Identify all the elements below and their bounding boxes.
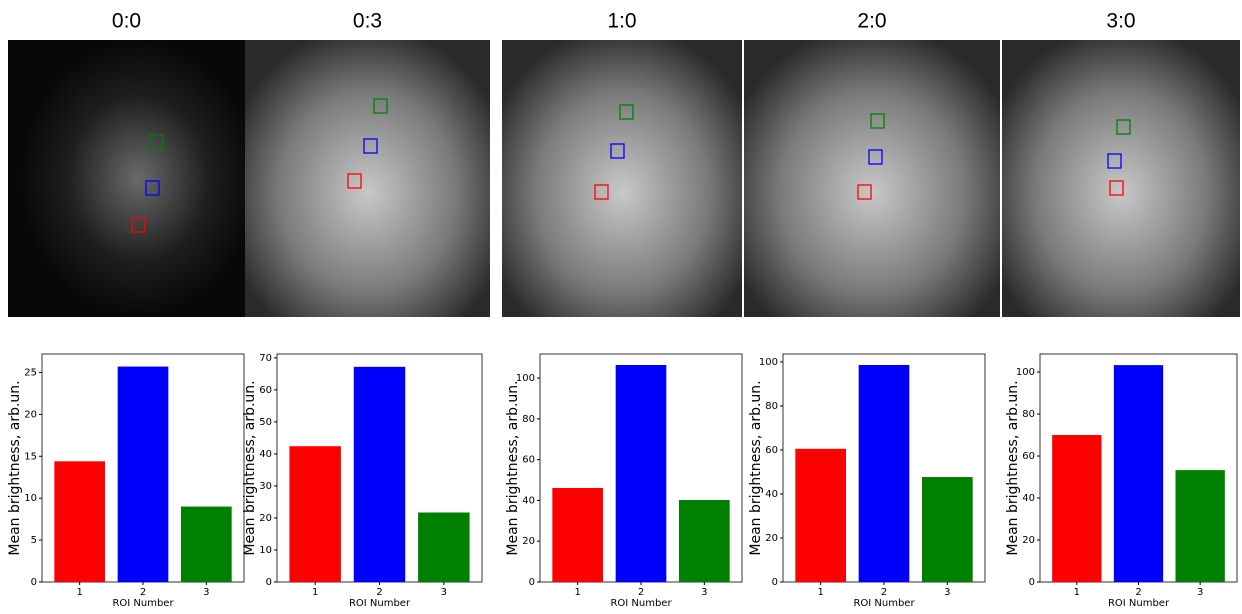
- panel-title: 3:0: [1106, 10, 1135, 33]
- y-tick-label: 20: [259, 513, 272, 524]
- y-tick-label: 20: [24, 409, 37, 420]
- bar: [117, 366, 169, 582]
- y-tick-label: 10: [259, 545, 272, 556]
- y-tick-label: 40: [1022, 493, 1035, 504]
- bar: [289, 446, 341, 582]
- y-tick-label: 60: [522, 455, 535, 466]
- bar: [1052, 435, 1102, 582]
- panel-title: 1:0: [607, 10, 636, 33]
- x-axis-label: ROI Number: [610, 598, 672, 609]
- x-tick-label: 3: [203, 587, 209, 598]
- roi-box: [610, 143, 625, 159]
- bar: [615, 365, 667, 582]
- y-tick-label: 5: [31, 535, 37, 546]
- bar: [795, 448, 846, 582]
- roi-box: [868, 149, 883, 165]
- panel-title: 0:0: [112, 10, 141, 33]
- bar: [418, 512, 470, 582]
- roi-box: [1109, 180, 1124, 196]
- x-tick-label: 1: [817, 587, 823, 598]
- roi-box: [594, 184, 609, 200]
- bar: [1113, 365, 1164, 582]
- bar: [353, 366, 406, 582]
- y-tick-label: 60: [765, 445, 778, 456]
- microscopy-image: [502, 40, 742, 317]
- bar: [858, 365, 910, 582]
- y-axis-label: Mean brightness, arb.un.: [242, 380, 258, 555]
- bar: [679, 500, 730, 582]
- x-tick-label: 1: [574, 587, 580, 598]
- y-tick-label: 20: [765, 533, 778, 544]
- y-tick-label: 25: [24, 367, 37, 378]
- microscopy-image: [8, 40, 245, 317]
- y-tick-label: 100: [1016, 367, 1035, 378]
- y-axis-label: Mean brightness, arb.un.: [505, 380, 521, 555]
- y-tick-label: 80: [765, 401, 778, 412]
- microscopy-image: [1002, 40, 1240, 317]
- roi-box: [131, 217, 146, 233]
- x-tick-label: 3: [701, 587, 707, 598]
- y-tick-label: 0: [772, 577, 778, 588]
- y-tick-label: 70: [259, 353, 272, 364]
- y-tick-label: 80: [522, 414, 535, 425]
- y-tick-label: 15: [24, 451, 37, 462]
- microscopy-image: [245, 40, 490, 317]
- y-tick-label: 60: [1022, 451, 1035, 462]
- bar: [181, 506, 232, 582]
- roi-box: [149, 134, 164, 150]
- x-tick-label: 3: [441, 587, 447, 598]
- x-axis-label: ROI Number: [853, 598, 915, 609]
- y-tick-label: 50: [259, 417, 272, 428]
- y-tick-label: 0: [1029, 577, 1035, 588]
- bar: [922, 477, 973, 582]
- x-axis-label: ROI Number: [1108, 598, 1170, 609]
- y-axis-label: Mean brightness, arb.un.: [748, 380, 764, 555]
- x-axis-label: ROI Number: [349, 598, 411, 609]
- roi-box: [619, 104, 634, 120]
- y-tick-label: 30: [259, 481, 272, 492]
- roi-box: [857, 184, 872, 200]
- microscopy-image: [744, 40, 1000, 317]
- y-tick-label: 20: [1022, 535, 1035, 546]
- panel-title: 0:3: [353, 10, 382, 33]
- x-tick-label: 2: [881, 587, 887, 598]
- roi-box: [347, 173, 362, 189]
- roi-box: [1116, 119, 1131, 135]
- y-tick-label: 0: [266, 577, 272, 588]
- x-tick-label: 3: [1197, 587, 1203, 598]
- roi-box: [363, 138, 378, 154]
- roi-box: [373, 98, 388, 114]
- roi-box: [1107, 153, 1122, 169]
- y-tick-label: 20: [522, 536, 535, 547]
- panel-title: 2:0: [857, 10, 886, 33]
- roi-box: [870, 113, 885, 129]
- bar: [1175, 470, 1225, 582]
- y-tick-label: 0: [31, 577, 37, 588]
- roi-box: [145, 180, 160, 196]
- y-tick-label: 40: [765, 489, 778, 500]
- x-tick-label: 1: [312, 587, 318, 598]
- y-tick-label: 10: [24, 493, 37, 504]
- x-tick-label: 3: [944, 587, 950, 598]
- y-tick-label: 0: [529, 577, 535, 588]
- y-tick-label: 100: [759, 357, 778, 368]
- x-axis-label: ROI Number: [112, 598, 174, 609]
- y-axis-label: Mean brightness, arb.un.: [7, 380, 23, 555]
- y-tick-label: 60: [259, 385, 272, 396]
- bar: [552, 487, 603, 582]
- x-tick-label: 2: [1135, 587, 1141, 598]
- x-tick-label: 2: [638, 587, 644, 598]
- x-tick-label: 2: [376, 587, 382, 598]
- y-tick-label: 40: [259, 449, 272, 460]
- x-tick-label: 2: [140, 587, 146, 598]
- bar: [54, 461, 105, 582]
- y-tick-label: 40: [522, 495, 535, 506]
- x-tick-label: 1: [1074, 587, 1080, 598]
- y-tick-label: 100: [516, 373, 535, 384]
- y-tick-label: 80: [1022, 409, 1035, 420]
- x-tick-label: 1: [76, 587, 82, 598]
- y-axis-label: Mean brightness, arb.un.: [1005, 380, 1021, 555]
